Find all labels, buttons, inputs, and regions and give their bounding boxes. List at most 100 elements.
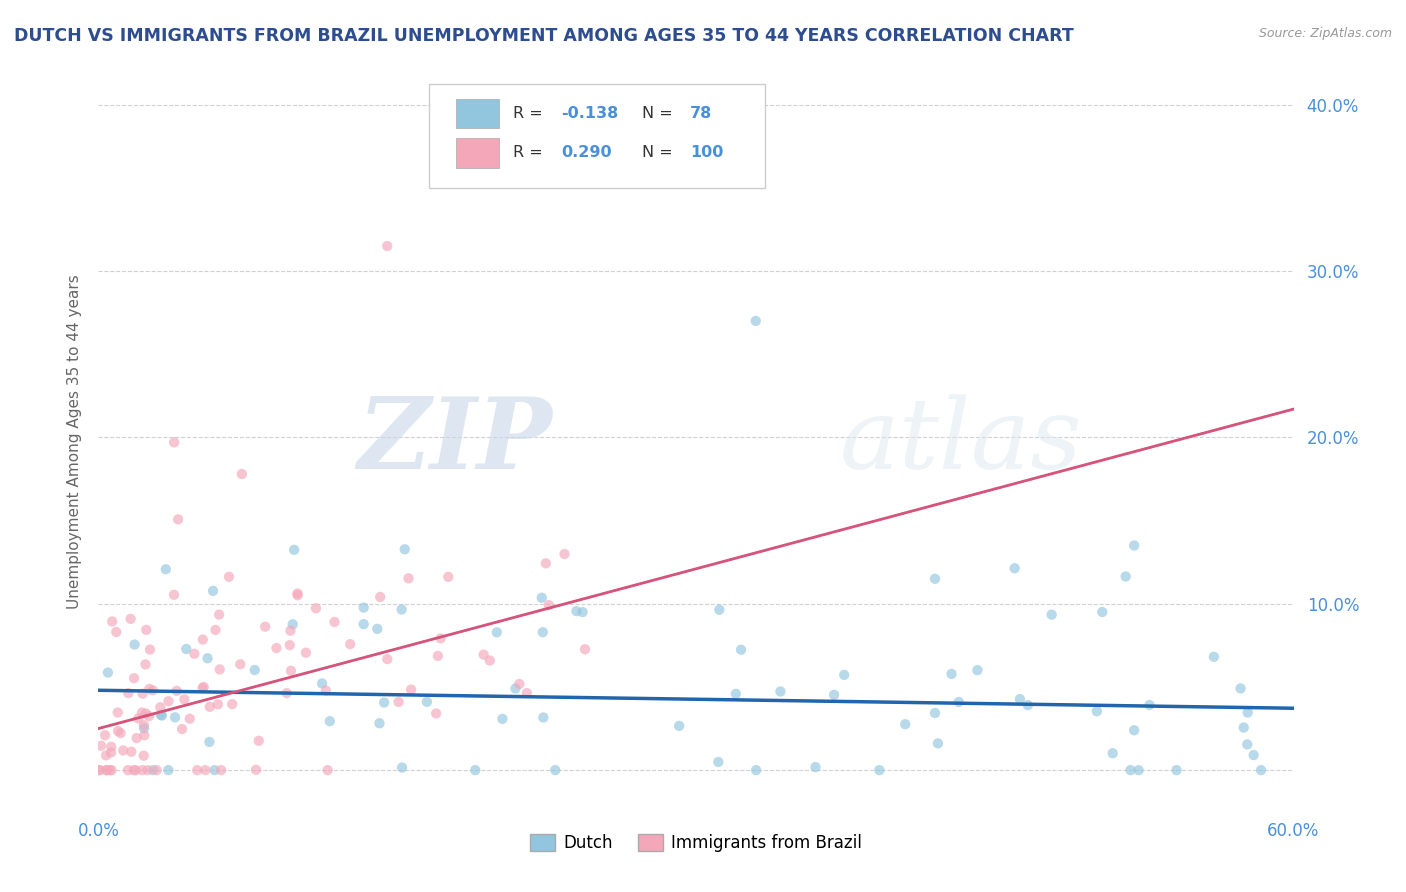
Text: R =: R =	[513, 106, 548, 121]
Point	[508, 677, 530, 691]
Point	[1091, 605, 1114, 619]
Point	[149, 700, 172, 714]
Point	[530, 591, 553, 605]
Point	[316, 763, 339, 777]
Point	[101, 615, 124, 629]
Point	[208, 607, 231, 622]
Point	[149, 707, 172, 722]
Point	[1017, 698, 1039, 712]
Point	[375, 239, 398, 253]
Point	[198, 699, 221, 714]
Point	[278, 638, 301, 652]
Point	[122, 671, 145, 685]
Point	[1123, 539, 1146, 553]
Point	[165, 710, 187, 724]
Point	[231, 467, 253, 481]
Point	[229, 657, 252, 672]
Point	[574, 642, 596, 657]
Point	[1085, 704, 1108, 718]
Point	[472, 648, 495, 662]
Point	[531, 625, 554, 640]
FancyBboxPatch shape	[429, 84, 765, 188]
Point	[305, 601, 328, 615]
Point	[375, 652, 398, 666]
Text: 0.290: 0.290	[561, 145, 612, 161]
Point	[924, 572, 946, 586]
Point	[823, 688, 845, 702]
Point	[745, 314, 768, 328]
Point	[157, 763, 180, 777]
Point	[87, 763, 110, 777]
Point	[127, 711, 149, 725]
Point	[207, 698, 229, 712]
Point	[254, 620, 277, 634]
Point	[287, 586, 309, 600]
Point	[110, 726, 132, 740]
Point	[245, 763, 267, 777]
Point	[197, 651, 219, 665]
Point	[120, 745, 142, 759]
Text: R =: R =	[513, 145, 548, 161]
Point	[311, 676, 333, 690]
Point	[1236, 737, 1258, 751]
Point	[1243, 747, 1265, 762]
Text: atlas: atlas	[839, 394, 1083, 489]
Point	[485, 625, 508, 640]
Point	[730, 642, 752, 657]
Point	[281, 617, 304, 632]
Point	[1004, 561, 1026, 575]
Point	[1040, 607, 1063, 622]
Point	[163, 588, 186, 602]
Point	[157, 694, 180, 708]
Point	[388, 695, 411, 709]
Text: DUTCH VS IMMIGRANTS FROM BRAZIL UNEMPLOYMENT AMONG AGES 35 TO 44 YEARS CORRELATI: DUTCH VS IMMIGRANTS FROM BRAZIL UNEMPLOY…	[14, 27, 1074, 45]
Point	[425, 706, 447, 721]
Point	[368, 590, 391, 604]
Point	[131, 763, 153, 777]
Point	[174, 642, 197, 657]
Point	[166, 683, 188, 698]
Point	[107, 706, 129, 720]
Point	[366, 622, 388, 636]
Point	[516, 686, 538, 700]
Point	[373, 696, 395, 710]
Point	[134, 728, 156, 742]
Point	[437, 570, 460, 584]
Point	[276, 686, 298, 700]
Text: N =: N =	[643, 106, 678, 121]
Point	[136, 763, 159, 777]
Point	[193, 680, 215, 694]
Point	[416, 695, 439, 709]
Point	[464, 763, 486, 777]
Point	[96, 763, 118, 777]
Point	[107, 724, 129, 739]
Point	[125, 763, 148, 777]
Point	[202, 583, 225, 598]
Point	[368, 716, 391, 731]
Point	[120, 612, 142, 626]
Text: 100: 100	[690, 145, 723, 161]
Point	[131, 706, 153, 720]
Point	[94, 748, 117, 763]
Point	[139, 642, 162, 657]
Text: N =: N =	[643, 145, 678, 161]
Point	[399, 682, 422, 697]
Point	[283, 542, 305, 557]
Point	[531, 710, 554, 724]
Point	[131, 687, 153, 701]
Point	[668, 719, 690, 733]
Point	[1166, 763, 1188, 777]
Point	[1233, 721, 1256, 735]
Point	[948, 695, 970, 709]
FancyBboxPatch shape	[456, 99, 499, 128]
Point	[868, 763, 890, 777]
Point	[163, 435, 186, 450]
Point	[96, 763, 118, 777]
Text: 78: 78	[690, 106, 713, 121]
Point	[1128, 763, 1150, 777]
Point	[117, 763, 139, 777]
Point	[280, 624, 302, 638]
Point	[707, 755, 730, 769]
Point	[209, 763, 232, 777]
Text: -0.138: -0.138	[561, 106, 619, 121]
